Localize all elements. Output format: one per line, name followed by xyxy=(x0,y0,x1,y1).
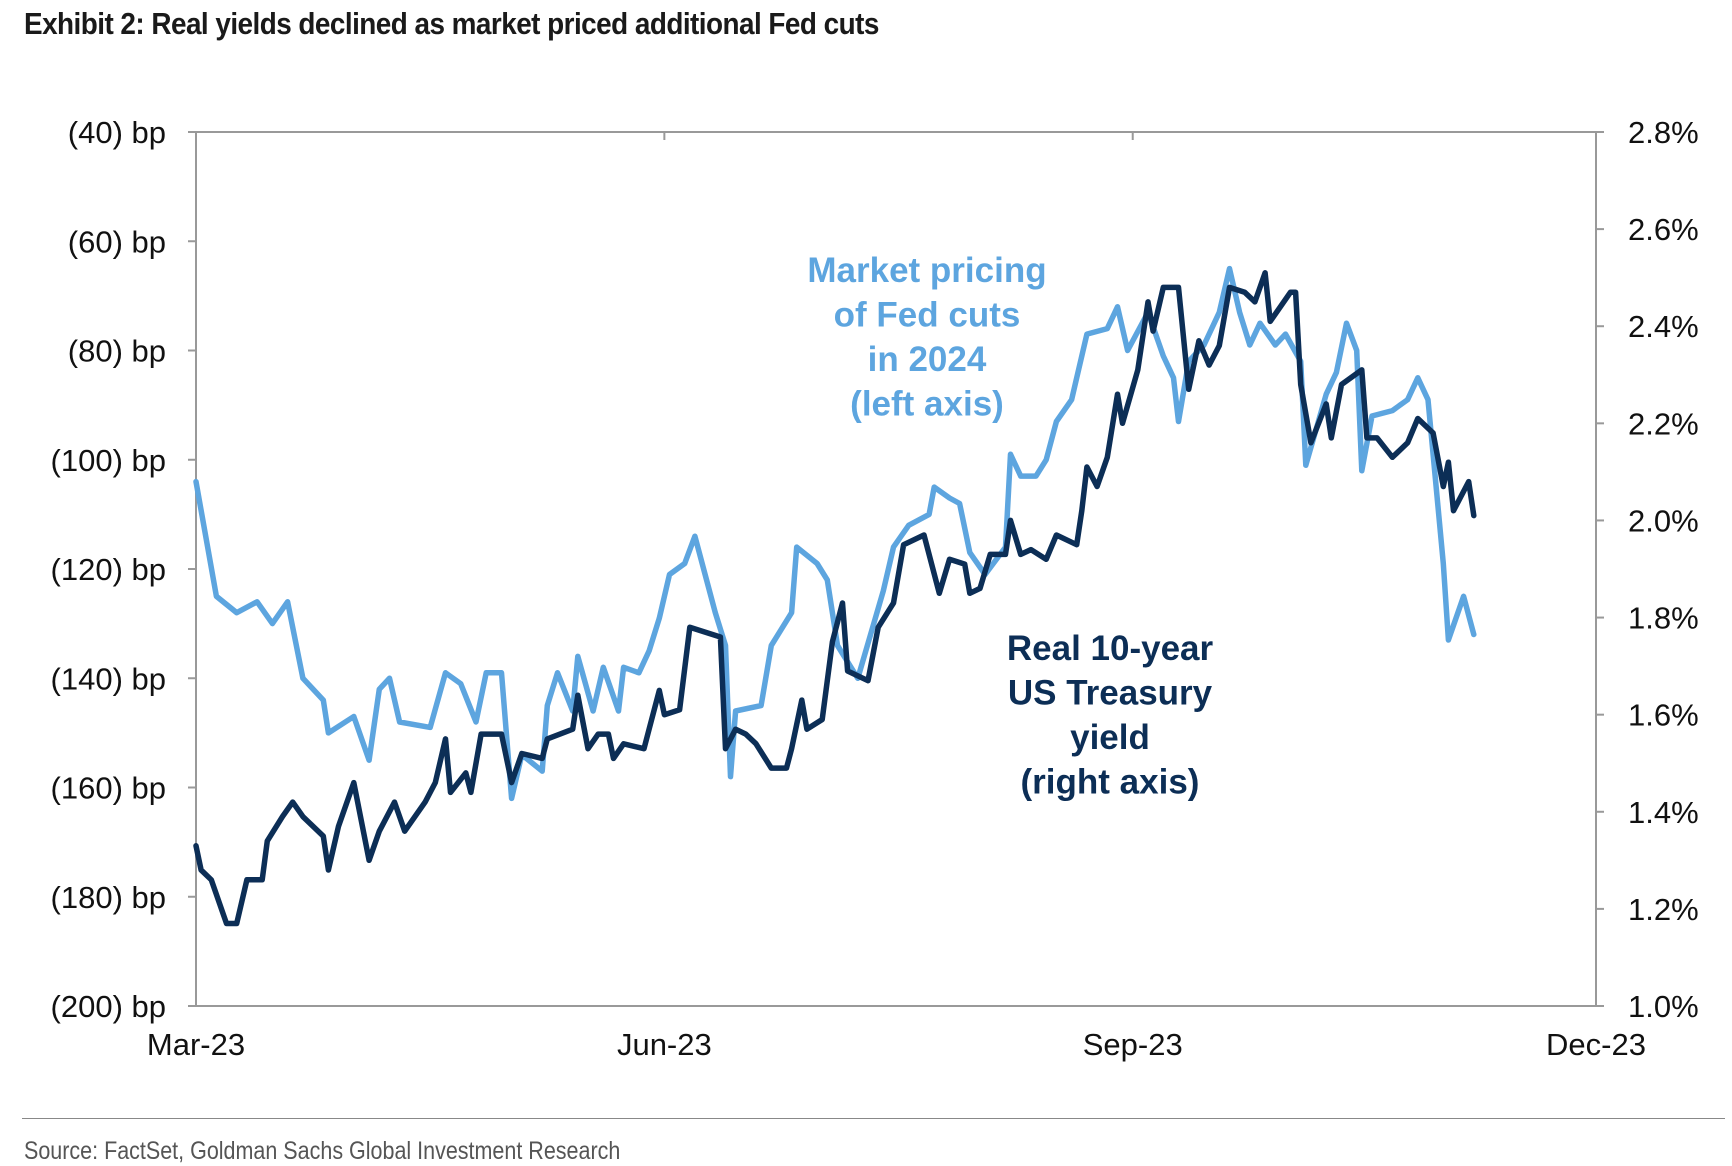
left-axis-tick-label: (60) bp xyxy=(68,224,166,259)
fed-cuts-annotation: (left axis) xyxy=(850,385,1004,424)
left-axis-tick-label: (40) bp xyxy=(68,115,166,150)
right-axis-tick-label: 2.0% xyxy=(1628,503,1699,538)
right-axis-tick-label: 2.2% xyxy=(1628,406,1699,441)
left-axis-tick-label: (160) bp xyxy=(51,771,166,806)
real-yield-annotation: yield xyxy=(1070,718,1150,757)
x-axis-tick-label: Jun-23 xyxy=(617,1027,712,1062)
right-axis-tick-label: 2.6% xyxy=(1628,212,1699,247)
x-axis-tick-label: Dec-23 xyxy=(1546,1027,1646,1062)
left-axis-tick-label: (80) bp xyxy=(68,334,166,369)
right-axis-tick-label: 1.0% xyxy=(1628,989,1699,1024)
fed-cuts-annotation: of Fed cuts xyxy=(834,296,1021,335)
right-axis-tick-label: 2.8% xyxy=(1628,115,1699,150)
divider xyxy=(22,1118,1725,1119)
right-axis-tick-label: 2.4% xyxy=(1628,309,1699,344)
source-note: Source: FactSet, Goldman Sachs Global In… xyxy=(24,1137,621,1165)
x-axis-tick-label: Sep-23 xyxy=(1083,1027,1183,1062)
left-axis-tick-label: (140) bp xyxy=(51,661,166,696)
real-yield-annotation: Real 10-year xyxy=(1007,629,1214,668)
right-axis-tick-label: 1.2% xyxy=(1628,892,1699,927)
fed-cuts-pricing-line xyxy=(193,265,1477,802)
chart-title: Exhibit 2: Real yields declined as marke… xyxy=(24,6,879,41)
real-10y-yield-line xyxy=(193,270,1477,927)
fed-cuts-annotation: in 2024 xyxy=(868,340,987,379)
left-axis-tick-label: (180) bp xyxy=(51,880,166,915)
fed-cuts-annotation: Market pricing xyxy=(807,251,1046,290)
left-axis-tick-label: (200) bp xyxy=(51,989,166,1024)
real-yield-annotation: US Treasury xyxy=(1008,674,1213,713)
left-axis-tick-label: (100) bp xyxy=(51,443,166,478)
x-axis-tick-label: Mar-23 xyxy=(147,1027,245,1062)
right-axis-tick-label: 1.8% xyxy=(1628,601,1699,636)
right-axis-tick-label: 1.6% xyxy=(1628,698,1699,733)
left-axis-tick-label: (120) bp xyxy=(51,552,166,587)
real-yield-annotation: (right axis) xyxy=(1021,763,1200,802)
right-axis-tick-label: 1.4% xyxy=(1628,795,1699,830)
